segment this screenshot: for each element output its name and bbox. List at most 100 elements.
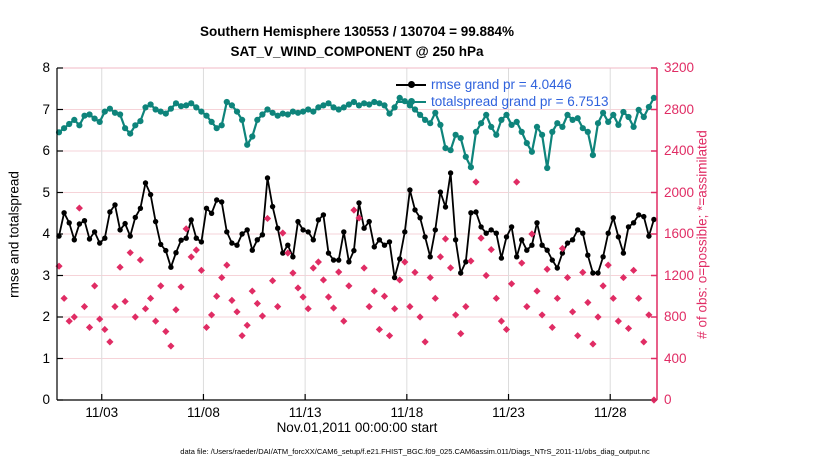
totalspread-marker[interactable]	[493, 131, 500, 138]
totalspread-marker[interactable]	[127, 130, 134, 137]
obs-assimilated-marker[interactable]	[96, 315, 104, 323]
totalspread-marker[interactable]	[518, 128, 525, 135]
rmse-marker[interactable]	[142, 180, 149, 186]
totalspread-marker[interactable]	[559, 123, 566, 130]
rmse-marker[interactable]	[651, 216, 657, 223]
totalspread-marker[interactable]	[315, 104, 322, 111]
rmse-marker[interactable]	[305, 229, 311, 235]
legend-entry-rmse[interactable]: rmse grand pr = 4.0446	[396, 76, 609, 93]
obs-assimilated-marker[interactable]	[182, 225, 190, 233]
obs-assimilated-marker[interactable]	[391, 305, 399, 313]
rmse-marker[interactable]	[646, 233, 652, 239]
obs-assimilated-marker[interactable]	[609, 294, 617, 302]
rmse-marker[interactable]	[549, 257, 555, 263]
obs-assimilated-marker[interactable]	[268, 277, 277, 285]
obs-assimilated-marker[interactable]	[299, 293, 307, 301]
totalspread-marker[interactable]	[249, 133, 256, 140]
obs-assimilated-marker[interactable]	[258, 312, 267, 320]
totalspread-marker[interactable]	[254, 116, 261, 123]
obs-assimilated-marker[interactable]	[457, 330, 465, 338]
rmse-marker[interactable]	[386, 239, 393, 245]
totalspread-marker[interactable]	[589, 152, 597, 159]
totalspread-marker[interactable]	[259, 111, 266, 118]
legend[interactable]: rmse grand pr = 4.0446 totalspread grand…	[396, 76, 609, 110]
obs-assimilated-marker[interactable]	[497, 317, 506, 325]
obs-assimilated-marker[interactable]	[568, 308, 577, 316]
totalspread-marker[interactable]	[432, 109, 439, 116]
obs-assimilated-marker[interactable]	[197, 266, 206, 274]
obs-assimilated-marker[interactable]	[85, 323, 94, 331]
obs-assimilated-marker[interactable]	[294, 284, 302, 292]
totalspread-marker[interactable]	[198, 108, 205, 115]
totalspread-marker[interactable]	[106, 105, 113, 112]
totalspread-marker[interactable]	[330, 104, 337, 111]
rmse-marker[interactable]	[198, 239, 205, 245]
rmse-marker[interactable]	[285, 242, 291, 248]
totalspread-marker[interactable]	[178, 103, 185, 110]
totalspread-marker[interactable]	[218, 122, 225, 129]
rmse-marker[interactable]	[295, 218, 301, 225]
rmse-marker[interactable]	[559, 250, 566, 256]
obs-assimilated-marker[interactable]	[243, 321, 251, 329]
totalspread-marker[interactable]	[457, 135, 464, 142]
rmse-marker[interactable]	[447, 170, 454, 176]
obs-assimilated-marker[interactable]	[548, 323, 556, 331]
rmse-marker[interactable]	[605, 230, 611, 236]
totalspread-marker[interactable]	[615, 121, 622, 128]
rmse-marker[interactable]	[330, 257, 337, 263]
totalspread-marker[interactable]	[274, 112, 281, 119]
totalspread-marker[interactable]	[233, 108, 241, 115]
rmse-marker[interactable]	[107, 209, 113, 215]
rmse-marker[interactable]	[346, 259, 352, 265]
obs-assimilated-marker[interactable]	[467, 257, 475, 265]
rmse-marker[interactable]	[300, 227, 306, 233]
obs-assimilated-marker[interactable]	[136, 256, 144, 264]
rmse-marker[interactable]	[254, 237, 260, 243]
rmse-marker[interactable]	[117, 227, 123, 233]
obs-assimilated-marker[interactable]	[116, 263, 124, 271]
obs-assimilated-marker[interactable]	[350, 206, 358, 214]
totalspread-marker[interactable]	[635, 106, 642, 113]
rmse-marker[interactable]	[539, 242, 545, 248]
rmse-marker[interactable]	[244, 227, 250, 233]
rmse-marker[interactable]	[264, 175, 271, 181]
totalspread-marker[interactable]	[172, 100, 180, 107]
rmse-marker[interactable]	[463, 259, 469, 265]
rmse-marker[interactable]	[280, 250, 286, 256]
rmse-marker[interactable]	[585, 252, 591, 258]
totalspread-marker[interactable]	[91, 115, 98, 122]
obs-assimilated-marker[interactable]	[543, 265, 551, 273]
totalspread-marker[interactable]	[554, 120, 561, 127]
rmse-marker[interactable]	[381, 242, 388, 248]
obs-assimilated-marker[interactable]	[218, 273, 226, 282]
totalspread-marker[interactable]	[574, 115, 581, 122]
rmse-marker[interactable]	[336, 257, 342, 263]
obs-assimilated-marker[interactable]	[370, 287, 378, 295]
rmse-marker[interactable]	[214, 197, 220, 203]
totalspread-marker[interactable]	[452, 131, 459, 138]
obs-assimilated-marker[interactable]	[446, 264, 455, 272]
obs-assimilated-marker[interactable]	[111, 303, 119, 311]
obs-assimilated-marker[interactable]	[558, 244, 567, 253]
rmse-marker[interactable]	[178, 237, 184, 243]
obs-assimilated-marker[interactable]	[492, 294, 500, 302]
rmse-marker[interactable]	[412, 207, 418, 213]
totalspread-marker[interactable]	[528, 148, 536, 155]
totalspread-marker[interactable]	[111, 109, 119, 116]
rmse-marker[interactable]	[341, 229, 347, 235]
rmse-marker[interactable]	[468, 210, 474, 216]
rmse-marker[interactable]	[600, 254, 606, 260]
totalspread-marker[interactable]	[600, 109, 607, 116]
totalspread-marker[interactable]	[289, 108, 296, 115]
obs-assimilated-marker[interactable]	[416, 313, 424, 321]
rmse-marker[interactable]	[397, 256, 403, 262]
totalspread-marker[interactable]	[294, 109, 302, 116]
rmse-marker[interactable]	[132, 214, 138, 221]
obs-assimilated-marker[interactable]	[513, 178, 521, 186]
obs-assimilated-marker[interactable]	[263, 214, 272, 223]
rmse-marker[interactable]	[219, 199, 225, 205]
rmse-marker[interactable]	[229, 240, 235, 246]
totalspread-marker[interactable]	[564, 111, 571, 118]
obs-assimilated-marker[interactable]	[380, 292, 389, 300]
totalspread-marker[interactable]	[447, 147, 454, 154]
